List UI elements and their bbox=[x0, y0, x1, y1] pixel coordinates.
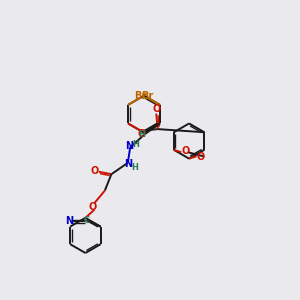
Text: O: O bbox=[181, 146, 189, 156]
Text: H: H bbox=[132, 140, 139, 149]
Text: O: O bbox=[138, 130, 146, 140]
Text: O: O bbox=[90, 166, 98, 176]
Text: Br: Br bbox=[134, 91, 147, 101]
Text: O: O bbox=[89, 202, 97, 212]
Text: H: H bbox=[138, 130, 145, 139]
Text: Br: Br bbox=[141, 91, 154, 101]
Text: O: O bbox=[196, 152, 205, 162]
Text: H: H bbox=[131, 163, 138, 172]
Text: C: C bbox=[84, 215, 90, 224]
Text: O: O bbox=[152, 104, 160, 114]
Text: N: N bbox=[65, 216, 73, 226]
Text: N: N bbox=[124, 159, 133, 169]
Text: N: N bbox=[125, 141, 134, 151]
